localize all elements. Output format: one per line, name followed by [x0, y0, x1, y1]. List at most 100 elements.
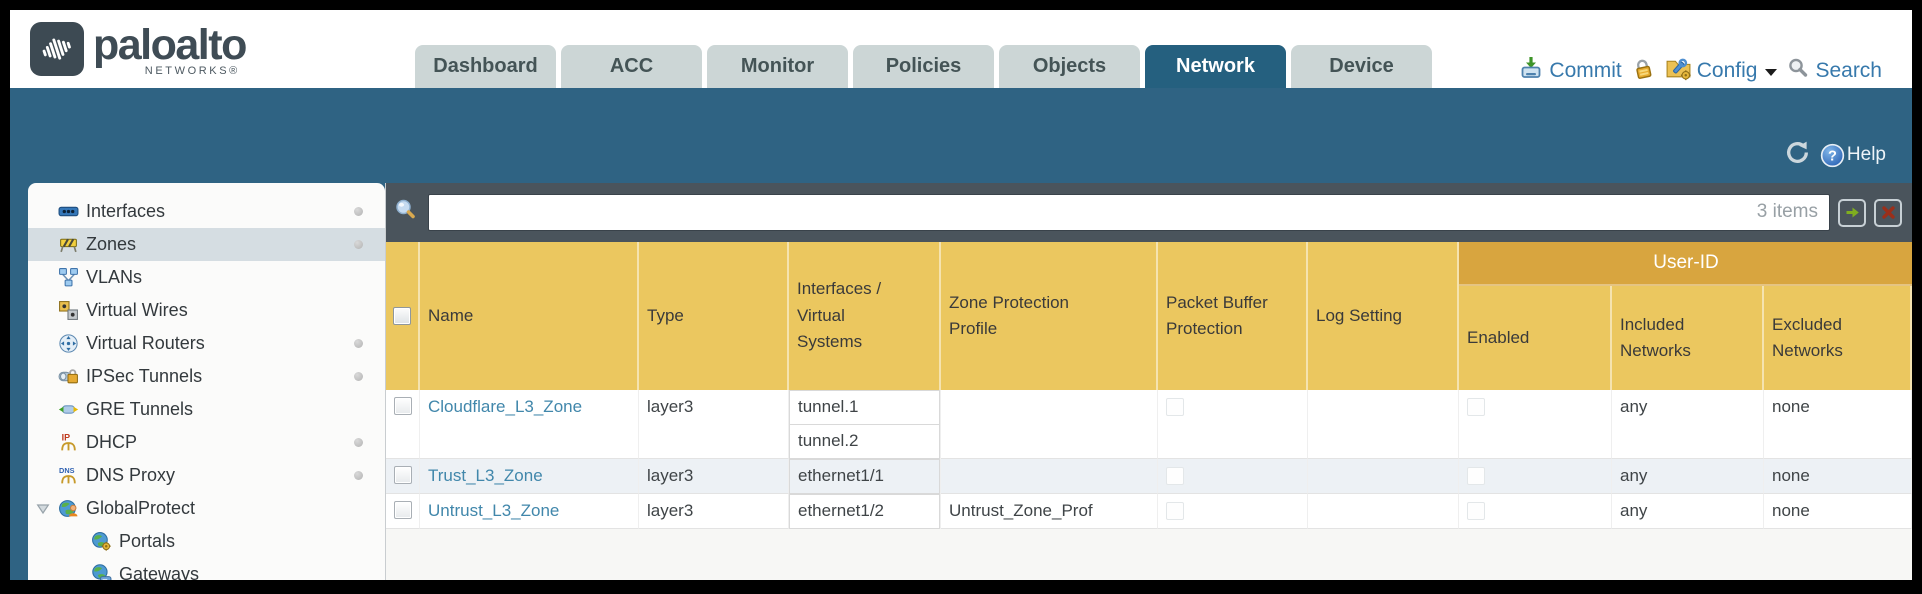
packet-buffer-protection-cell — [1158, 459, 1308, 494]
svg-text:IP: IP — [62, 432, 70, 442]
svg-text:DNS: DNS — [59, 466, 75, 475]
config-label: Config — [1696, 59, 1758, 82]
sidebar-item-virtual-wires[interactable]: Virtual Wires — [28, 294, 385, 327]
sidebar-item-ipsec-tunnels[interactable]: IPSec Tunnels — [28, 360, 385, 393]
tab-acc[interactable]: ACC — [561, 45, 702, 88]
column-header-included[interactable]: Included Networks — [1612, 286, 1764, 390]
column-header-excluded[interactable]: Excluded Networks — [1764, 286, 1912, 390]
paloalto-logo-icon — [30, 22, 84, 76]
sidebar-item-label: GlobalProtect — [86, 498, 196, 518]
zones-icon — [58, 234, 79, 255]
user-id-enabled-cell — [1459, 459, 1612, 494]
zone-protection-profile-cell — [941, 390, 1158, 459]
status-dot — [354, 240, 363, 249]
zone-protection-profile-cell: Untrust_Zone_Prof — [941, 494, 1158, 529]
table-body: Cloudflare_L3_Zone layer3 tunnel.1 tunnel.2… — [386, 390, 1912, 529]
vlans-icon — [58, 267, 79, 288]
filter-toolbar: 3 items — [386, 183, 1912, 242]
zone-name-cell: Trust_L3_Zone — [420, 459, 639, 494]
tab-policies[interactable]: Policies — [853, 45, 994, 88]
table-row: Trust_L3_Zone layer3 ethernet1/1 any none — [386, 459, 1912, 494]
zone-name-link[interactable]: Trust_L3_Zone — [428, 466, 543, 485]
apply-filter-button[interactable] — [1838, 198, 1866, 227]
help-button[interactable]: ? Help — [1820, 143, 1886, 168]
sidebar-item-label: VLANs — [86, 267, 143, 287]
sidebar-item-dhcp[interactable]: IP DHCP — [28, 426, 385, 459]
select-all-cell — [386, 242, 420, 390]
interface-entry: tunnel.1 — [789, 390, 940, 425]
sidebar-item-label: Virtual Wires — [86, 300, 188, 320]
column-header-interfaces[interactable]: Interfaces / Virtual Systems — [789, 242, 941, 390]
interfaces-cell: tunnel.1 tunnel.2 — [789, 390, 941, 459]
packet-buffer-checkbox[interactable] — [1166, 398, 1184, 416]
included-networks-cell: any — [1612, 494, 1764, 529]
packet-buffer-checkbox[interactable] — [1166, 502, 1184, 520]
column-header-packet-buffer[interactable]: Packet Buffer Protection — [1158, 242, 1308, 390]
sidebar-item-globalprotect[interactable]: GlobalProtect — [28, 492, 385, 525]
tab-network[interactable]: Network — [1145, 45, 1286, 88]
user-id-enabled-checkbox[interactable] — [1467, 502, 1485, 520]
config-menu-button[interactable]: Config — [1665, 55, 1778, 88]
row-checkbox[interactable] — [393, 397, 412, 415]
column-header-type[interactable]: Type — [639, 242, 789, 390]
status-dot — [354, 207, 363, 216]
header-actions: Commit Config — [1518, 54, 1882, 88]
zone-name-link[interactable]: Cloudflare_L3_Zone — [428, 397, 583, 416]
interfaces-cell: ethernet1/1 — [789, 459, 941, 494]
column-header-log-setting[interactable]: Log Setting — [1308, 242, 1459, 390]
refresh-button[interactable] — [1784, 139, 1811, 171]
interface-entry: ethernet1/1 — [789, 459, 940, 494]
row-checkbox-cell — [386, 459, 420, 494]
row-checkbox[interactable] — [393, 466, 412, 484]
select-all-checkbox[interactable] — [393, 307, 411, 325]
log-setting-cell — [1308, 390, 1459, 459]
row-checkbox-cell — [386, 494, 420, 529]
commit-label: Commit — [1549, 59, 1622, 82]
sidebar-item-dns-proxy[interactable]: DNS DNS Proxy — [28, 459, 385, 492]
main-nav-tabs: Dashboard ACC Monitor Policies Objects Networ… — [415, 45, 1432, 88]
sidebar: Interfaces Zones VLANs Virtual Wires Virtual… — [28, 183, 385, 580]
sidebar-item-interfaces[interactable]: Interfaces — [28, 195, 385, 228]
commit-icon — [1518, 55, 1544, 87]
sidebar-item-gateways[interactable]: Gateways — [28, 558, 385, 580]
zone-type-cell: layer3 — [639, 459, 789, 494]
items-count: 3 items — [1756, 201, 1818, 222]
sidebar-item-label: DNS Proxy — [86, 465, 176, 485]
collapse-triangle-icon[interactable] — [28, 501, 58, 517]
user-id-enabled-checkbox[interactable] — [1467, 398, 1485, 416]
gateways-icon — [91, 564, 112, 580]
global-search-button[interactable]: Search — [1786, 56, 1882, 86]
user-id-enabled-cell — [1459, 494, 1612, 529]
tab-device[interactable]: Device — [1291, 45, 1432, 88]
sidebar-item-gre-tunnels[interactable]: GRE Tunnels — [28, 393, 385, 426]
commit-button[interactable]: Commit — [1518, 55, 1622, 87]
tab-monitor[interactable]: Monitor — [707, 45, 848, 88]
column-header-label: Type — [647, 305, 684, 325]
sidebar-item-portals[interactable]: Portals — [28, 525, 385, 558]
virtual-routers-icon — [58, 333, 79, 354]
zone-name-link[interactable]: Untrust_L3_Zone — [428, 501, 560, 520]
filter-input[interactable] — [428, 194, 1830, 231]
column-header-zone-protection[interactable]: Zone Protection Profile — [941, 242, 1158, 390]
sidebar-item-virtual-routers[interactable]: Virtual Routers — [28, 327, 385, 360]
brand-logo: paloalto NETWORKS® — [30, 22, 247, 77]
filter-magnifier-icon — [394, 198, 418, 227]
row-checkbox[interactable] — [393, 501, 412, 519]
column-header-name[interactable]: Name — [420, 242, 639, 390]
packet-buffer-checkbox[interactable] — [1166, 467, 1184, 485]
virtual-wires-icon — [58, 300, 79, 321]
dns-proxy-icon: DNS — [58, 465, 79, 486]
zone-name-cell: Untrust_L3_Zone — [420, 494, 639, 529]
zone-type-cell: layer3 — [639, 390, 789, 459]
sidebar-item-zones[interactable]: Zones — [28, 228, 385, 261]
lock-button[interactable] — [1631, 56, 1656, 86]
tab-objects[interactable]: Objects — [999, 45, 1140, 88]
column-header-label: Log Setting — [1316, 305, 1403, 325]
clear-filter-button[interactable] — [1874, 198, 1902, 227]
gre-tunnels-icon — [58, 399, 79, 420]
column-header-enabled[interactable]: Enabled — [1459, 286, 1612, 390]
sidebar-item-vlans[interactable]: VLANs — [28, 261, 385, 294]
sidebar-item-label: Virtual Routers — [86, 333, 205, 353]
user-id-enabled-checkbox[interactable] — [1467, 467, 1485, 485]
tab-dashboard[interactable]: Dashboard — [415, 45, 556, 88]
